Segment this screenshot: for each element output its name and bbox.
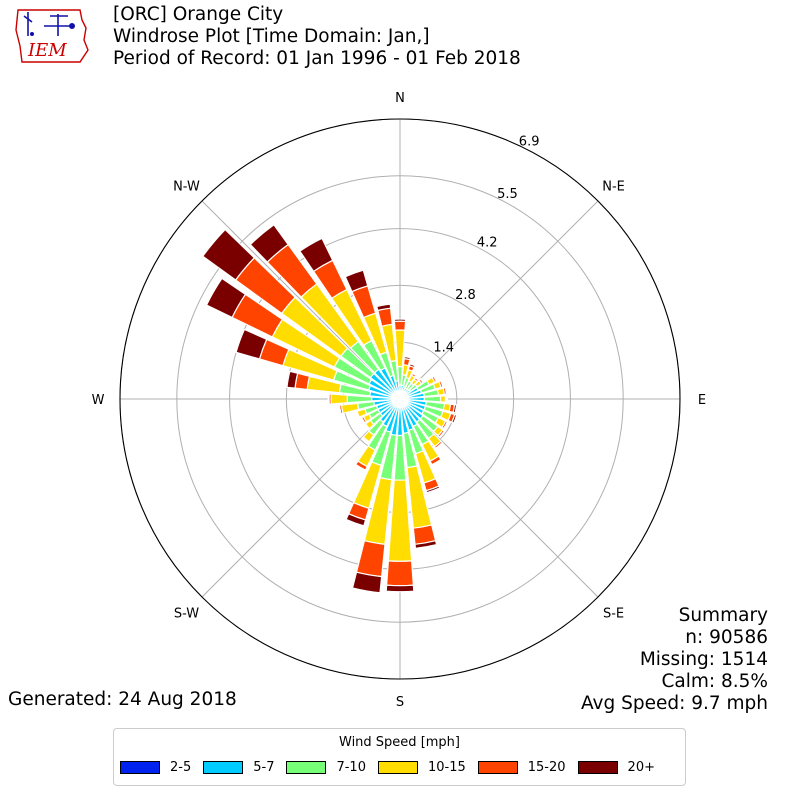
legend-label: 20+ <box>627 760 655 775</box>
legend-label: 15-20 <box>527 760 566 775</box>
chart-title: [ORC] Orange City Windrose Plot [Time Do… <box>113 4 521 70</box>
windrose-bar-330-20+ <box>299 237 334 273</box>
radial-tick-label: 2.8 <box>455 288 476 303</box>
windrose-bar-130-20+ <box>438 430 446 439</box>
summary-calm: Calm: 8.5% <box>661 671 768 692</box>
legend-items: 2-5 5-7 7-10 10-15 15-20 20+ <box>120 760 667 775</box>
windrose-bar-50-20+ <box>419 377 425 384</box>
direction-gridline <box>201 398 401 598</box>
windrose-bar-290-20+ <box>235 328 268 360</box>
radial-tick-label: 4.2 <box>477 236 498 251</box>
windrose-bar-10-20+ <box>403 355 412 361</box>
direction-label-N-E: N-E <box>602 179 625 194</box>
direction-label-N-W: N-W <box>173 179 200 194</box>
windrose-bar-110-20+ <box>451 413 458 424</box>
windrose-bar-230-20+ <box>362 423 370 431</box>
windrose-bar-220-20+ <box>361 436 370 445</box>
legend-item-2-5: 2-5 <box>120 760 191 775</box>
legend-label: 5-7 <box>253 760 275 775</box>
windrose-bar-170-20+ <box>414 539 438 550</box>
generated-date: Generated: 24 Aug 2018 <box>8 689 237 710</box>
windrose-bar-70-20+ <box>439 379 445 388</box>
summary-missing: Missing: 1514 <box>639 649 768 670</box>
windrose-bar-40-20+ <box>414 375 421 381</box>
legend-item-5-7: 5-7 <box>203 760 274 775</box>
windrose-bar-90-20+ <box>445 394 449 404</box>
windrose-bar-90-7-10 <box>423 395 442 403</box>
legend-label: 2-5 <box>170 760 192 775</box>
legend: Wind Speed [mph] 2-5 5-7 7-10 10-15 15-20 20+ <box>113 728 686 786</box>
windrose-bar-270-7-10 <box>346 394 373 404</box>
windrose-bar-350-20+ <box>376 303 392 312</box>
legend-swatch <box>120 761 160 774</box>
windrose-bar-240-20+ <box>360 416 366 425</box>
windrose-bar-350-15-20 <box>377 307 393 327</box>
windrose-bar-120-20+ <box>442 421 449 430</box>
legend-item-20+: 20+ <box>577 760 655 775</box>
legend-title: Wind Speed [mph] <box>339 735 460 750</box>
legend-label: 7-10 <box>336 760 366 775</box>
windrose-bar-100-20+ <box>452 403 458 414</box>
windrose-bar-0-20+ <box>393 318 407 322</box>
windrose-bar-210-20+ <box>354 463 367 473</box>
legend-item-10-15: 10-15 <box>377 760 466 775</box>
windrose-bar-90-10-15 <box>439 395 447 403</box>
windrose-bar-30-20+ <box>411 371 418 377</box>
windrose-bar-280-20+ <box>286 370 299 389</box>
legend-label: 10-15 <box>427 760 466 775</box>
legend-swatch <box>286 761 327 774</box>
direction-gridline <box>201 200 401 400</box>
direction-gridline <box>399 200 599 400</box>
windrose-bar-150-20+ <box>431 458 443 467</box>
windrose-bar-270-10-15 <box>330 393 349 405</box>
iem-logo-text: IEM <box>27 40 67 61</box>
radial-tick-label: 1.4 <box>433 341 454 356</box>
summary-box: Summary n: 90586 Missing: 1514 Calm: 8.5… <box>581 605 768 715</box>
windrose-bar-190-15-20 <box>355 539 386 578</box>
legend-swatch <box>577 761 618 774</box>
windrose-bar-320-20+ <box>249 223 289 263</box>
legend-swatch <box>377 761 418 774</box>
windrose-bar-140-20+ <box>434 441 444 450</box>
direction-label-S-E: S-E <box>603 607 624 622</box>
windrose-bar-60-20+ <box>432 374 439 383</box>
legend-swatch <box>477 761 518 774</box>
direction-label-N: N <box>395 91 405 106</box>
direction-gridline <box>399 398 599 598</box>
windrose-bar-20-20+ <box>408 363 416 369</box>
direction-label-S: S <box>396 695 404 710</box>
iem-logo: IEM <box>15 9 89 63</box>
windrose-bar-200-20+ <box>345 513 367 527</box>
title-line-2: Windrose Plot [Time Domain: Jan,] <box>113 26 430 47</box>
windrose-bar-180-10-15 <box>387 479 413 562</box>
direction-label-S-W: S-W <box>174 607 199 622</box>
windrose-bar-310-20+ <box>201 228 256 281</box>
summary-avg-speed: Avg Speed: 9.7 mph <box>580 693 768 714</box>
direction-label-E: E <box>698 393 706 408</box>
legend-item-15-20: 15-20 <box>477 760 566 775</box>
windrose-bar-180-20+ <box>385 584 415 593</box>
summary-heading: Summary <box>678 605 768 626</box>
windrose-bar-180-15-20 <box>386 560 414 587</box>
legend-swatch <box>203 761 244 774</box>
summary-n: n: 90586 <box>685 627 768 648</box>
windrose-bar-80-20+ <box>444 386 448 395</box>
windrose-bar-190-20+ <box>351 571 383 594</box>
legend-item-7-10: 7-10 <box>286 760 366 775</box>
radial-tick-label: 6.9 <box>519 134 540 149</box>
windrose-bar-340-20+ <box>344 269 369 293</box>
windrose-bar-250-20+ <box>354 410 359 419</box>
windrose-bar-0-15-20 <box>393 320 407 331</box>
windrose-bar-160-20+ <box>425 485 441 494</box>
radial-tick-label: 5.5 <box>497 187 518 202</box>
direction-label-W: W <box>92 393 105 408</box>
windrose-bar-300-20+ <box>205 277 247 319</box>
title-line-3: Period of Record: 01 Jan 1996 - 01 Feb 2… <box>113 48 521 69</box>
outer-ring <box>119 118 681 680</box>
windrose-bar-270-20+ <box>327 393 330 405</box>
title-line-1: [ORC] Orange City <box>113 4 284 25</box>
windrose-bar-260-20+ <box>337 404 342 415</box>
